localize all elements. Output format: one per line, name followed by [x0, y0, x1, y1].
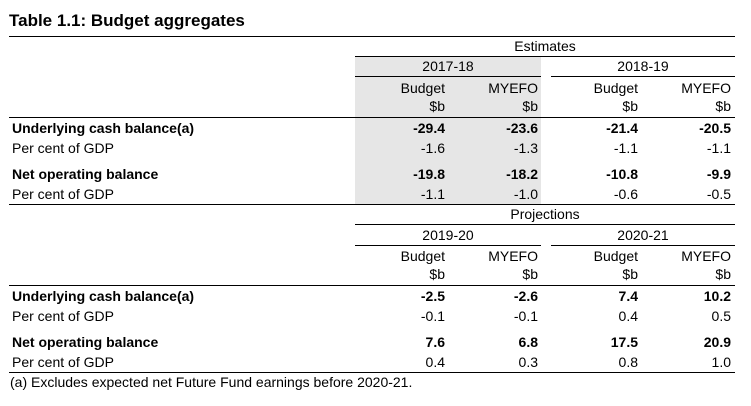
table-cell: -2.6: [513, 288, 538, 304]
group-label-projections: Projections: [510, 206, 580, 222]
footnote: (a) Excludes expected net Future Fund ea…: [10, 374, 413, 390]
shaded-column-2017-18: [355, 56, 541, 204]
year-header: 2018-19: [617, 58, 669, 74]
row-label: Per cent of GDP: [12, 186, 114, 202]
table-cell: 6.8: [518, 334, 538, 350]
table-cell: 7.4: [618, 288, 638, 304]
table-cell: -20.5: [699, 120, 731, 136]
table-cell: 20.9: [703, 334, 731, 350]
row-label: Underlying cash balance(a): [12, 288, 195, 304]
unit-label: $b: [522, 98, 538, 114]
table-cell: -0.6: [613, 186, 638, 202]
row-label: Underlying cash balance(a): [12, 120, 195, 136]
year-header: 2020-21: [617, 227, 669, 243]
year-header: 2017-18: [422, 58, 474, 74]
year-header: 2019-20: [422, 227, 474, 243]
row-label: Net operating balance: [12, 166, 159, 182]
column-header: MYEFO: [488, 80, 538, 96]
column-header: Budget: [593, 248, 638, 264]
table-cell: -1.1: [420, 186, 445, 202]
header-rule: [9, 117, 735, 118]
column-header: Budget: [400, 80, 445, 96]
table-cell: 10.2: [703, 288, 731, 304]
table-cell: -0.5: [706, 186, 731, 202]
table-cell: -19.8: [413, 166, 445, 182]
table-cell: -23.6: [506, 120, 538, 136]
table-cell: 1.0: [711, 354, 731, 370]
table-cell: -21.4: [606, 120, 638, 136]
table-cell: 0.4: [425, 354, 445, 370]
column-header: Budget: [400, 248, 445, 264]
column-header: MYEFO: [681, 248, 731, 264]
table-cell: -0.1: [420, 308, 445, 324]
unit-label: $b: [622, 98, 638, 114]
table-cell: -1.1: [706, 140, 731, 156]
column-header: Budget: [593, 80, 638, 96]
table-cell: 17.5: [610, 334, 638, 350]
unit-label: $b: [622, 266, 638, 282]
year-rule: [355, 245, 541, 246]
row-label: Per cent of GDP: [12, 308, 114, 324]
column-header: MYEFO: [681, 80, 731, 96]
group-rule: [355, 224, 735, 225]
table-cell: -1.1: [613, 140, 638, 156]
table-cell: -0.1: [513, 308, 538, 324]
unit-label: $b: [522, 266, 538, 282]
group-rule: [355, 56, 735, 57]
group-label-estimates: Estimates: [514, 38, 576, 54]
table-cell: -29.4: [413, 120, 445, 136]
table-cell: 0.8: [618, 354, 638, 370]
table-cell: 0.3: [518, 354, 538, 370]
table-cell: 7.6: [425, 334, 445, 350]
unit-label: $b: [715, 98, 731, 114]
title-rule: [9, 36, 735, 37]
page-title: Table 1.1: Budget aggregates: [9, 11, 245, 30]
unit-label: $b: [429, 266, 445, 282]
table-cell: -10.8: [606, 166, 638, 182]
table-cell: 0.4: [618, 308, 638, 324]
header-rule: [9, 285, 735, 286]
bottom-rule: [9, 372, 735, 373]
section-rule: [9, 204, 735, 205]
column-header: MYEFO: [488, 248, 538, 264]
year-rule: [551, 245, 735, 246]
table-cell: -2.5: [420, 288, 445, 304]
unit-label: $b: [715, 266, 731, 282]
row-label: Per cent of GDP: [12, 140, 114, 156]
year-rule: [551, 76, 735, 77]
table-cell: -1.0: [513, 186, 538, 202]
table-cell: -1.6: [420, 140, 445, 156]
row-label: Net operating balance: [12, 334, 159, 350]
table-cell: -1.3: [513, 140, 538, 156]
table-cell: 0.5: [711, 308, 731, 324]
year-rule: [355, 76, 541, 77]
row-label: Per cent of GDP: [12, 354, 114, 370]
table-cell: -9.9: [706, 166, 731, 182]
unit-label: $b: [429, 98, 445, 114]
table-cell: -18.2: [506, 166, 538, 182]
